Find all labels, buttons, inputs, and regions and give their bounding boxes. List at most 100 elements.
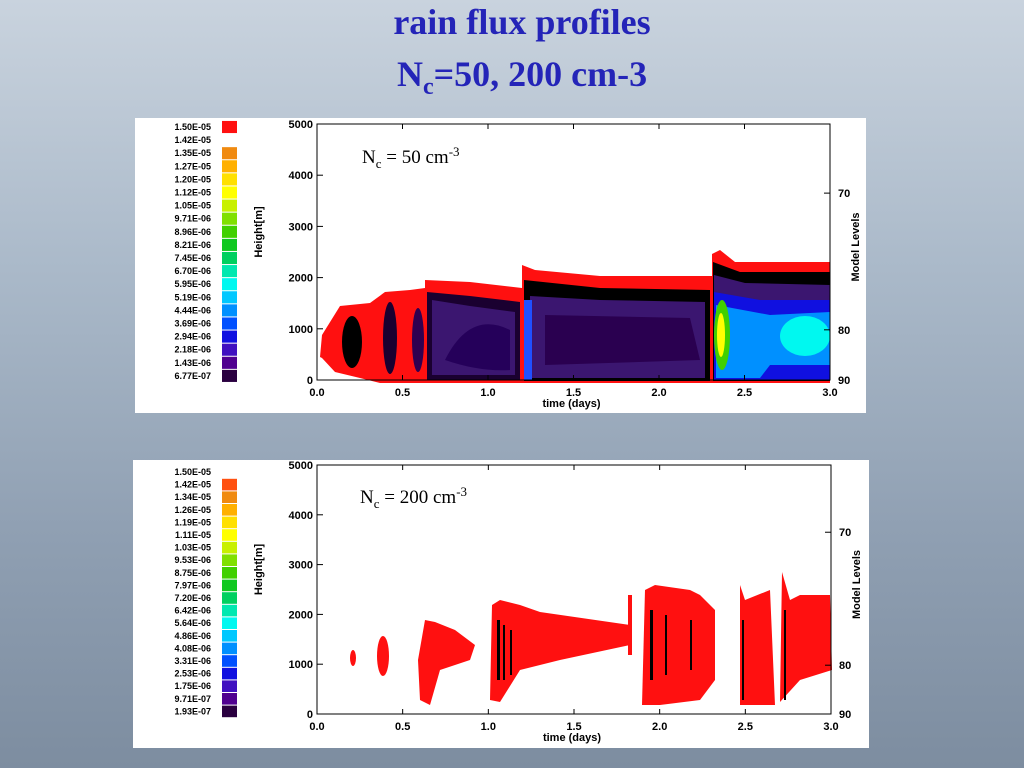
colorbar-swatch [222, 199, 237, 212]
colorbar-swatch [222, 529, 237, 541]
colorbar-swatch [222, 630, 237, 642]
y2-tick-label: 70 [839, 527, 851, 539]
colorbar-swatch [222, 304, 237, 317]
colorbar-label: 1.11E-05 [175, 530, 211, 540]
colorbar-label: 1.20E-05 [174, 174, 211, 184]
annotation: Nc = 200 cm-3 [360, 484, 467, 511]
annotation: Nc = 50 cm-3 [362, 144, 460, 171]
colorbar-swatch [222, 655, 237, 667]
y-tick-label: 3000 [289, 221, 313, 233]
x-tick-label: 0.0 [309, 387, 324, 399]
x-tick-label: 2.5 [737, 387, 752, 399]
x-axis-label: time (days) [542, 398, 600, 410]
colorbar-label: 6.42E-06 [174, 606, 211, 616]
colorbar-swatch [222, 265, 237, 278]
annotation-part: = 200 cm [380, 487, 457, 508]
colorbar-label: 5.95E-06 [174, 279, 211, 289]
y2-tick-label: 80 [839, 660, 851, 672]
y-tick-label: 2000 [289, 609, 313, 621]
x-tick-label: 0.0 [309, 721, 324, 733]
colorbar-label: 3.31E-06 [174, 656, 211, 666]
colorbar-label: 1.42E-05 [174, 480, 211, 490]
annotation-part: -3 [449, 144, 460, 159]
y-tick-label: 5000 [289, 460, 313, 472]
x-tick-label: 2.0 [652, 721, 667, 733]
colorbar-swatch [222, 516, 237, 529]
y2-tick-label: 70 [838, 188, 850, 200]
colorbar-swatch [222, 343, 237, 356]
colorbar-swatch [222, 225, 237, 238]
slide-title: rain flux profiles [393, 2, 650, 42]
colorbar-swatch [222, 186, 237, 199]
annotation-part: c [376, 156, 382, 171]
colorbar-swatch [222, 147, 237, 160]
annotation-part: N [360, 487, 374, 508]
colorbar-label: 2.53E-06 [174, 669, 211, 679]
colorbar-label: 7.45E-06 [174, 253, 211, 263]
colorbar-swatch [222, 693, 237, 705]
colorbar-label: 1.50E-05 [174, 122, 211, 132]
colorbar-label: 8.96E-06 [174, 227, 211, 237]
x-tick-label: 0.5 [395, 387, 410, 399]
x-tick-label: 2.0 [651, 387, 666, 399]
colorbar-label: 8.21E-06 [174, 240, 211, 250]
colorbar-label: 1.75E-06 [174, 681, 211, 691]
contour-field [350, 572, 832, 705]
colorbar-label: 7.20E-06 [174, 593, 211, 603]
y-tick-label: 5000 [289, 119, 313, 131]
x-tick-label: 2.5 [738, 721, 753, 733]
x-tick-label: 1.5 [566, 387, 581, 399]
x-tick-label: 1.0 [480, 387, 495, 399]
y-tick-label: 0 [307, 709, 313, 721]
colorbar-swatch [222, 134, 237, 147]
x-tick-label: 1.5 [566, 721, 581, 733]
colorbar-swatch [222, 238, 237, 251]
y2-tick-label: 80 [838, 325, 850, 337]
x-tick-label: 0.5 [395, 721, 410, 733]
y2-tick-label: 90 [839, 709, 851, 721]
colorbar-label: 7.97E-06 [174, 580, 211, 590]
colorbar-label: 9.53E-06 [174, 555, 211, 565]
colorbar-swatch [222, 466, 237, 478]
y2-tick-label: 90 [838, 375, 850, 387]
colorbar-swatch [222, 642, 237, 655]
colorbar-label: 1.05E-05 [174, 201, 211, 211]
y-tick-label: 4000 [289, 510, 313, 522]
colorbar-swatch [222, 504, 237, 516]
colorbar-swatch [222, 212, 237, 225]
y-tick-label: 1000 [289, 659, 313, 671]
y-tick-label: 0 [307, 375, 313, 387]
colorbar-label: 9.71E-07 [174, 694, 211, 704]
colorbar-label: 4.44E-06 [174, 305, 211, 315]
colorbar-label: 1.26E-05 [174, 505, 211, 515]
colorbar-label: 6.70E-06 [174, 266, 211, 276]
annotation-part: -3 [456, 484, 467, 499]
x-tick-label: 3.0 [823, 721, 838, 733]
y-tick-label: 1000 [289, 324, 313, 336]
colorbar-swatch [222, 680, 237, 692]
colorbar-swatch [222, 330, 237, 343]
colorbar-label: 5.64E-06 [174, 618, 211, 628]
annotation-part: c [374, 496, 380, 511]
colorbar-swatch [222, 251, 237, 265]
colorbar-swatch [222, 567, 237, 579]
y-axis-label: Height[m] [253, 206, 265, 258]
colorbar-label: 9.71E-06 [174, 214, 211, 224]
colorbar-label: 1.27E-05 [174, 161, 211, 171]
colorbar-label: 1.93E-07 [174, 706, 211, 716]
contour-field [320, 250, 830, 383]
colorbar-label: 3.69E-06 [174, 319, 211, 329]
colorbar-swatch [222, 554, 237, 566]
colorbar-swatch [222, 617, 237, 629]
colorbar-swatch [222, 604, 237, 617]
slide-subtitle: Nc=50, 200 cm-3 [397, 54, 647, 100]
colorbar-swatch [222, 478, 237, 491]
colorbar-swatch [222, 356, 237, 369]
y2-axis-label: Model Levels [851, 550, 863, 619]
colorbar-label: 1.03E-05 [174, 543, 211, 553]
y-tick-label: 2000 [289, 273, 313, 285]
colorbar-swatch [222, 592, 237, 604]
colorbar-swatch [222, 491, 237, 503]
colorbar-swatch [222, 317, 237, 330]
colorbar-label: 8.75E-06 [174, 568, 211, 578]
